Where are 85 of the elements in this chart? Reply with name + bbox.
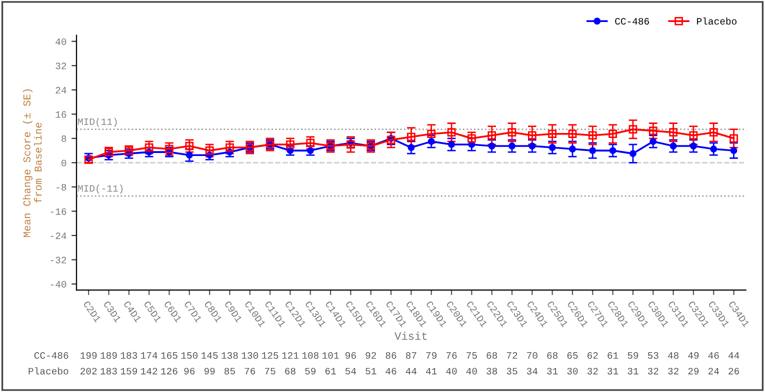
y-axis-title: Mean Change Score (± SE) from Baseline [22, 89, 42, 238]
text: 108 [302, 352, 318, 359]
text: 75 [264, 368, 276, 374]
text: 92 [366, 352, 376, 359]
y-tick-label: -8 [56, 184, 66, 191]
text: 68 [486, 352, 498, 359]
text: 44 [406, 368, 417, 374]
text: 101 [322, 352, 339, 359]
text: 32 [668, 368, 678, 374]
text: 183 [100, 368, 117, 374]
text: 24 [708, 368, 719, 374]
text: Placebo [28, 367, 68, 374]
text: 96 [346, 352, 356, 359]
text: 202 [80, 368, 97, 374]
text: 99 [204, 368, 215, 374]
text: 61 [325, 368, 336, 374]
text: 174 [141, 352, 158, 359]
text: 31 [608, 368, 618, 374]
y-tick-label: 0 [62, 160, 66, 166]
text: 38 [486, 368, 498, 374]
text: 189 [100, 352, 117, 359]
text: 85 [224, 368, 235, 374]
text: 145 [202, 352, 218, 359]
text: 26 [728, 368, 739, 374]
text: 76 [446, 352, 457, 359]
text: 51 [366, 368, 376, 374]
text: 70 [527, 352, 538, 359]
text: 40 [446, 368, 457, 374]
y-tick-label: -40 [50, 281, 66, 288]
text: 59 [305, 368, 316, 374]
text: 79 [426, 352, 437, 359]
legend-label: Placebo [697, 17, 736, 25]
text: 30 [567, 368, 578, 374]
text: 31 [547, 368, 558, 374]
text: 159 [120, 368, 137, 374]
legend-label: CC-486 [615, 18, 649, 25]
text: 142 [141, 368, 158, 374]
text: 199 [80, 352, 97, 359]
y-tick-label: 16 [56, 111, 66, 118]
text: 35 [506, 368, 518, 374]
text: 86 [386, 352, 396, 359]
text: 49 [688, 352, 699, 359]
text: 75 [466, 352, 477, 359]
text: 65 [567, 352, 578, 359]
text: 29 [688, 368, 699, 374]
text: 32 [587, 368, 598, 374]
text: 68 [285, 368, 296, 374]
text: 62 [588, 352, 598, 359]
y-tick-label: -32 [50, 256, 66, 264]
text: 96 [184, 368, 195, 374]
text: 125 [262, 352, 278, 359]
text: 138 [222, 352, 238, 359]
text: 40 [466, 368, 477, 374]
y-tick-label: -16 [50, 208, 66, 215]
text: 130 [242, 352, 258, 359]
y-tick-label: -24 [50, 232, 66, 240]
text: 41 [426, 368, 437, 374]
text: 183 [120, 352, 138, 359]
y-tick-label: 24 [56, 86, 66, 94]
text: CC-486 [34, 352, 68, 359]
text: 150 [181, 352, 198, 359]
text: 165 [161, 352, 178, 359]
text: 68 [547, 352, 558, 359]
text: 61 [608, 352, 618, 359]
x-axis-title: Visit [394, 332, 427, 340]
y-tick-label: 8 [62, 135, 66, 142]
y-tick-label: 32 [56, 62, 66, 70]
text: 59 [628, 352, 638, 359]
text: 34 [526, 368, 538, 374]
text: 31 [628, 368, 638, 374]
text: 72 [506, 352, 518, 359]
text: 87 [406, 352, 416, 359]
text: 48 [668, 352, 678, 359]
text: 76 [244, 368, 256, 374]
y-tick-label: 40 [56, 38, 66, 45]
ref-line-label: MID(-11) [78, 184, 123, 194]
text: 32 [648, 368, 658, 374]
ref-line-label: MID(11) [78, 118, 117, 127]
text: 54 [345, 368, 356, 374]
text: 46 [708, 352, 719, 359]
text: 53 [648, 352, 658, 359]
text: 121 [282, 352, 298, 359]
text: 126 [161, 368, 178, 374]
text: 44 [728, 352, 740, 359]
text: 46 [386, 368, 396, 374]
